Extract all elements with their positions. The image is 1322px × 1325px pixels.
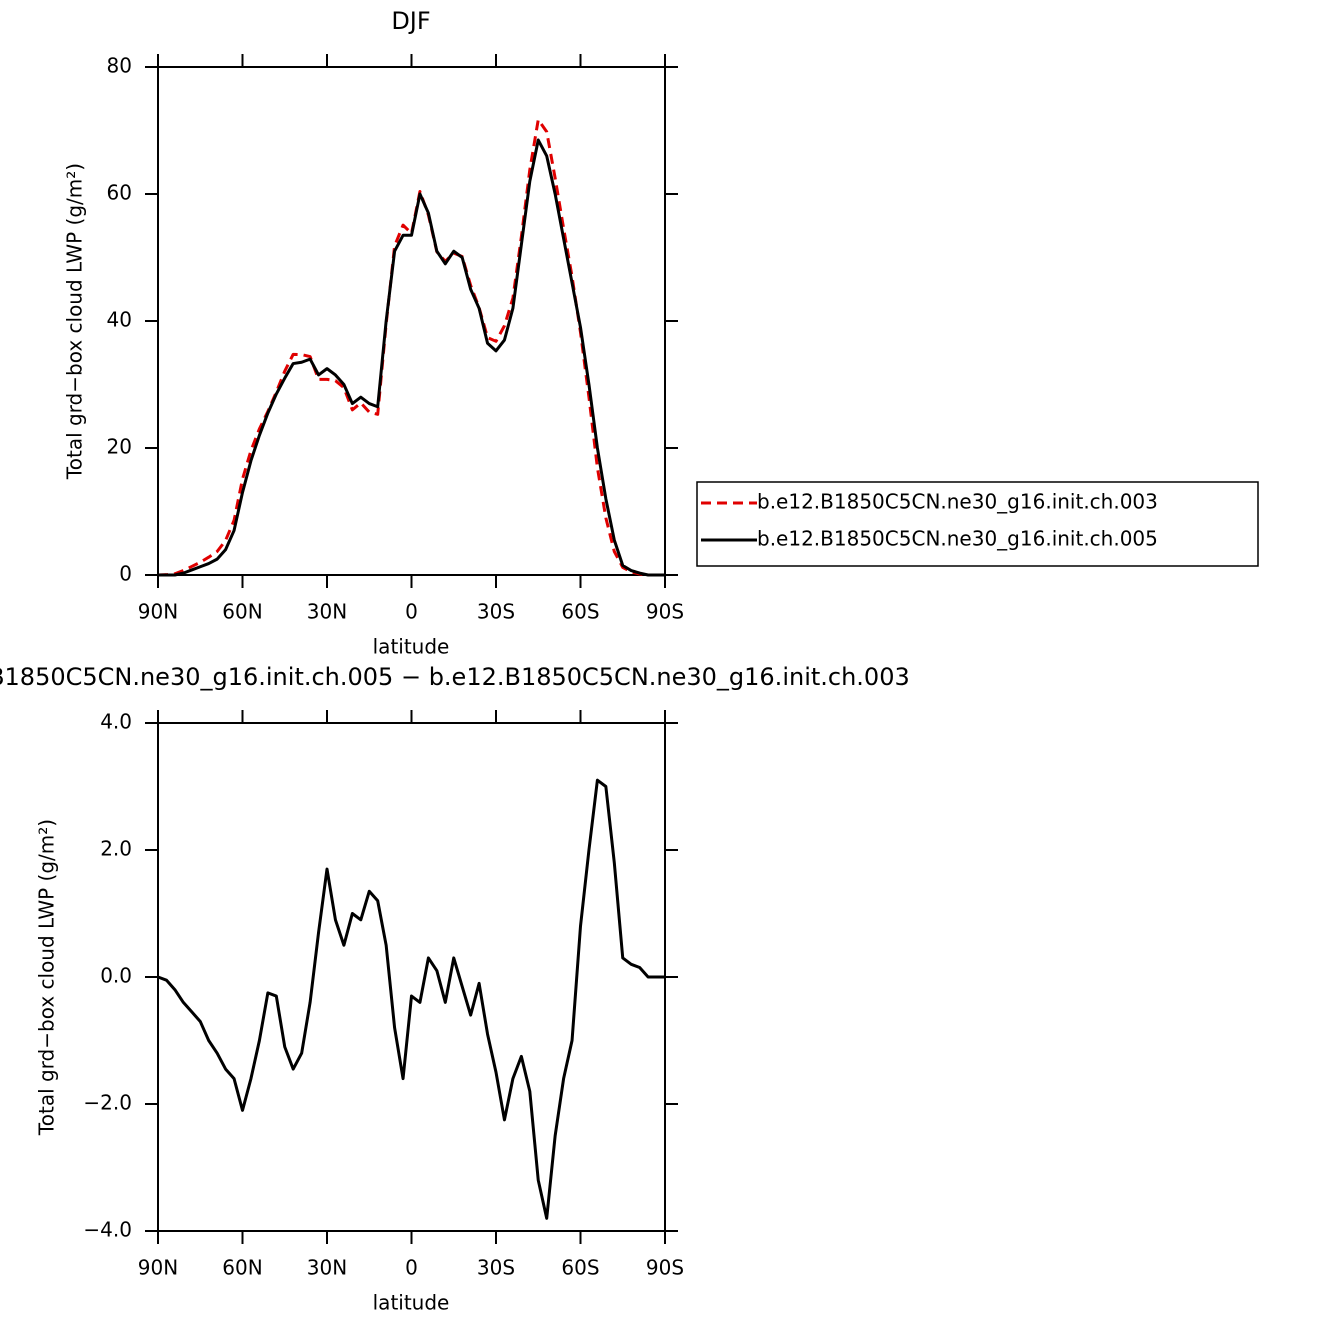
- y-axis-label: Total grd−box cloud LWP (g/m²): [35, 819, 59, 1136]
- y-tick-label: −4.0: [83, 1218, 132, 1242]
- x-tick-label: 0: [405, 600, 418, 624]
- x-tick-label: 0: [405, 1256, 418, 1280]
- chart-title: DJF: [391, 7, 430, 35]
- x-tick-label: 30N: [307, 600, 347, 624]
- y-tick-label: 40: [107, 308, 132, 332]
- y-tick-label: 80: [107, 54, 132, 78]
- x-tick-label: 60N: [222, 600, 262, 624]
- x-tick-label: 90N: [138, 1256, 178, 1280]
- legend-label: b.e12.B1850C5CN.ne30_g16.init.ch.003: [757, 490, 1158, 514]
- y-tick-label: 2.0: [100, 837, 132, 861]
- x-tick-label: 30N: [307, 1256, 347, 1280]
- y-axis-label: Total grd−box cloud LWP (g/m²): [63, 163, 87, 480]
- legend-box: [696, 481, 1259, 567]
- x-tick-label: 90N: [138, 600, 178, 624]
- plot-frame: [157, 722, 666, 1232]
- chart-title: b.e12.B1850C5CN.ne30_g16.init.ch.005 − b…: [0, 663, 910, 691]
- y-tick-label: 0: [119, 562, 132, 586]
- y-tick-label: 4.0: [100, 710, 132, 734]
- x-tick-label: 90S: [646, 600, 684, 624]
- x-axis-label: latitude: [373, 1291, 450, 1315]
- x-tick-label: 60S: [561, 600, 599, 624]
- legend-label: b.e12.B1850C5CN.ne30_g16.init.ch.005: [757, 527, 1158, 551]
- x-tick-label: 60S: [561, 1256, 599, 1280]
- plot-frame: [157, 66, 666, 576]
- y-tick-label: 0.0: [100, 964, 132, 988]
- data-line: [157, 778, 665, 1220]
- x-tick-label: 30S: [477, 1256, 515, 1280]
- data-line: [158, 138, 665, 577]
- y-tick-label: 60: [107, 181, 132, 205]
- x-tick-label: 90S: [646, 1256, 684, 1280]
- x-axis-label: latitude: [373, 635, 450, 659]
- y-tick-label: −2.0: [83, 1091, 132, 1115]
- x-tick-label: 30S: [477, 600, 515, 624]
- data-line: [157, 118, 665, 577]
- y-tick-label: 20: [107, 435, 132, 459]
- x-tick-label: 60N: [222, 1256, 262, 1280]
